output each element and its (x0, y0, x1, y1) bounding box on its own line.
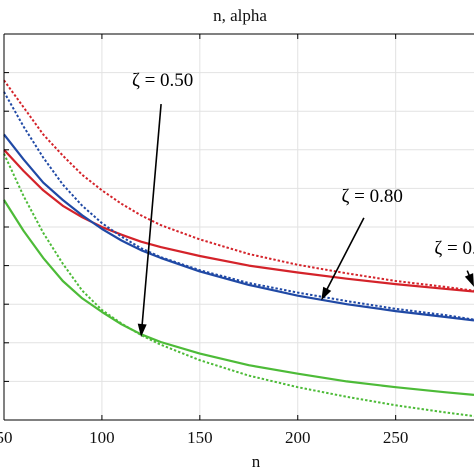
annotation-label: ζ = 0.80 (341, 186, 402, 207)
x-tick-label: 50 (0, 428, 13, 447)
tick-labels: 50 100 150 200 250 (0, 428, 408, 447)
annotation-arrowhead (464, 273, 474, 287)
x-tick-label: 250 (383, 428, 409, 447)
annotation-arrowhead (137, 323, 147, 338)
x-axis-label: n (252, 452, 261, 471)
series-lines (3, 79, 474, 418)
gridlines (3, 34, 474, 420)
series-line-6 (3, 199, 474, 396)
axes (3, 33, 474, 421)
annotation-arrow (140, 103, 162, 330)
series-line-3 (3, 91, 474, 321)
annotation-label: ζ = 0.9 (434, 238, 474, 259)
annotation-arrow (324, 217, 365, 294)
x-tick-label: 200 (285, 428, 311, 447)
annotations: ζ = 0.50 ζ = 0.80 ζ = 0.9 (132, 70, 474, 338)
chart-title: n, alpha (213, 6, 267, 25)
x-tick-label: 150 (187, 428, 213, 447)
series-line-2 (3, 149, 474, 293)
series-line-5 (3, 153, 474, 418)
annotation-arrowhead (321, 286, 332, 301)
x-tick-label: 100 (89, 428, 115, 447)
series-line-1 (3, 79, 474, 292)
series-line-4 (3, 133, 474, 322)
annotation-label: ζ = 0.50 (132, 70, 193, 91)
